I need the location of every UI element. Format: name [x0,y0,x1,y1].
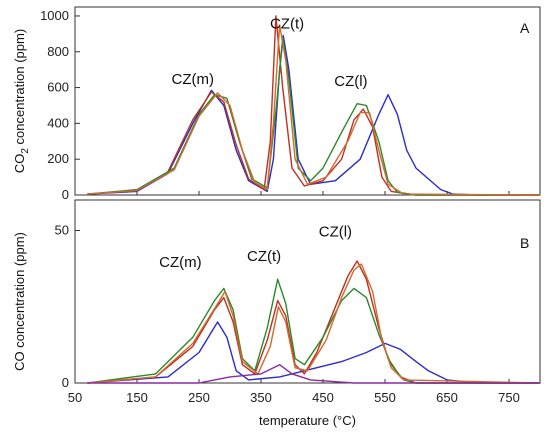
panel-b-annotations: CZ(m) CZ(t) CZ(l) [159,224,352,272]
x-tick-label: 650 [436,390,458,405]
panel-a: 0 200 400 600 800 1000 CZ(m) CZ(t) CZ(l) A CO2 … [12,6,541,202]
y-tick-label: 600 [47,80,69,95]
series-line-3 [87,278,540,384]
x-tick-label: 750 [498,390,520,405]
y-tick-label: 0 [62,187,69,202]
panel-a-letter: A [520,20,530,36]
series-line-4 [87,24,541,196]
series-line-2 [87,260,540,384]
y-tick-label: 50 [55,223,69,238]
ylabel-subscript: 2 [20,148,31,154]
y-tick-label: 1000 [40,8,69,23]
x-tick-label: 50 [68,390,82,405]
panel-b-frame [74,199,541,384]
panel-b-letter: B [520,235,529,251]
ylabel-part: CO [12,154,27,174]
curve-annotation: CZ(l) [334,73,367,90]
series-line-4 [87,263,541,384]
panel-b-curves [87,260,541,384]
y-tick-label: 200 [47,151,69,166]
series-line-2 [87,15,540,196]
panel-b-y-ticks: 0 50 [55,223,80,390]
curve-annotation: CZ(m) [172,71,214,88]
panel-a-curves [87,15,541,196]
x-tick-label: 150 [126,390,148,405]
y-tick-label: 400 [47,115,69,130]
x-tick-label: 450 [312,390,334,405]
panel-b-x-ticks: 50 150 250 350 450 550 650 750 [68,379,520,405]
x-tick-label: 350 [250,390,272,405]
panel-a-frame [74,6,541,196]
y-tick-label: 800 [47,44,69,59]
x-tick-label: 250 [188,390,210,405]
x-tick-label: 550 [374,390,396,405]
panel-b-x-axis-label: temperature (°C) [259,413,356,428]
curve-annotation: CZ(l) [319,224,352,241]
curve-annotation: CZ(m) [159,254,201,271]
curve-annotation: CZ(t) [247,248,281,265]
panel-b: 050 50 150 250 350 450 550 650 750 CZ(m) CZ(t)CZ… [12,199,541,428]
panel-a-y-axis-label: CO2 concentration (ppm) [12,29,31,173]
series-line-1 [87,321,540,384]
curve-annotation: CZ(t) [270,15,304,32]
ylabel-part: concentration (ppm) [12,29,27,148]
panel-a-annotations: CZ(m) CZ(t) CZ(l) [172,15,368,89]
series-line-5 [87,364,540,384]
panel-a-y-ticks: 0 200 400 600 800 1000 [40,8,510,202]
panel-b-y-axis-label: CO concentration (ppm) [12,232,27,371]
series-line-1 [87,34,540,196]
y-tick-label: 0 [62,375,69,390]
series-line-3 [87,36,540,196]
